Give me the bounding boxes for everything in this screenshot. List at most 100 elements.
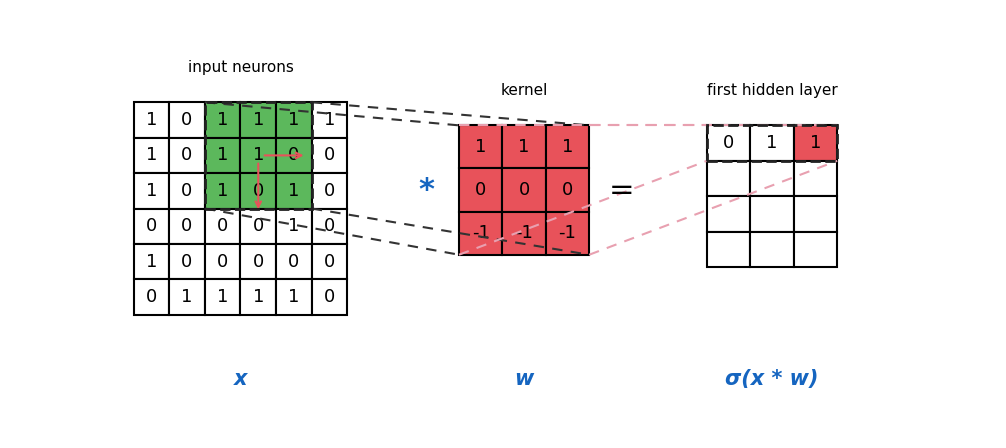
Text: 0: 0 bbox=[324, 288, 335, 306]
Bar bbox=[240, 102, 276, 138]
Bar bbox=[134, 102, 169, 138]
Text: 1: 1 bbox=[475, 138, 486, 156]
Text: 0: 0 bbox=[181, 146, 192, 164]
Text: 0: 0 bbox=[146, 288, 157, 306]
Text: 1: 1 bbox=[146, 253, 157, 271]
Text: -1: -1 bbox=[472, 224, 490, 242]
Text: 1: 1 bbox=[324, 111, 335, 129]
Text: 0: 0 bbox=[181, 253, 192, 271]
Text: 1: 1 bbox=[289, 217, 300, 235]
Text: 0: 0 bbox=[289, 253, 300, 271]
Text: -1: -1 bbox=[515, 224, 533, 242]
Bar bbox=[707, 196, 750, 232]
Bar bbox=[240, 138, 276, 173]
Bar bbox=[205, 280, 240, 315]
Text: x: x bbox=[233, 370, 247, 389]
Bar bbox=[205, 208, 240, 244]
Text: 1: 1 bbox=[217, 182, 228, 200]
Bar bbox=[240, 173, 276, 208]
Bar bbox=[794, 232, 837, 267]
Bar bbox=[134, 280, 169, 315]
Text: 1: 1 bbox=[253, 146, 264, 164]
Text: 1: 1 bbox=[146, 146, 157, 164]
Text: 1: 1 bbox=[289, 111, 300, 129]
Text: 1: 1 bbox=[561, 138, 573, 156]
Bar bbox=[205, 102, 312, 208]
Text: 1: 1 bbox=[217, 111, 228, 129]
Bar bbox=[502, 168, 546, 211]
Bar bbox=[750, 161, 794, 196]
Text: w: w bbox=[514, 370, 534, 389]
Text: =: = bbox=[609, 176, 635, 205]
Text: -1: -1 bbox=[558, 224, 576, 242]
Bar bbox=[205, 102, 240, 138]
Bar bbox=[312, 102, 347, 138]
Bar bbox=[750, 232, 794, 267]
Text: 0: 0 bbox=[324, 253, 335, 271]
Text: kernel: kernel bbox=[500, 83, 548, 99]
Bar bbox=[794, 161, 837, 196]
Bar bbox=[794, 196, 837, 232]
Bar bbox=[240, 244, 276, 280]
Text: 0: 0 bbox=[324, 182, 335, 200]
Text: first hidden layer: first hidden layer bbox=[707, 83, 837, 99]
Text: 0: 0 bbox=[146, 217, 157, 235]
Text: 1: 1 bbox=[253, 288, 264, 306]
Bar bbox=[240, 208, 276, 244]
Text: 0: 0 bbox=[562, 181, 573, 199]
Text: 0: 0 bbox=[518, 181, 530, 199]
Text: 0: 0 bbox=[253, 182, 264, 200]
Bar bbox=[459, 125, 502, 168]
Text: σ(x * w): σ(x * w) bbox=[725, 370, 819, 389]
Bar bbox=[134, 244, 169, 280]
Bar bbox=[134, 208, 169, 244]
Bar bbox=[205, 138, 240, 173]
Bar bbox=[169, 173, 205, 208]
Text: 0: 0 bbox=[324, 217, 335, 235]
Text: 0: 0 bbox=[217, 253, 228, 271]
Text: 1: 1 bbox=[518, 138, 530, 156]
Text: 0: 0 bbox=[324, 146, 335, 164]
Bar bbox=[276, 208, 312, 244]
Text: 0: 0 bbox=[181, 111, 192, 129]
Text: 1: 1 bbox=[289, 182, 300, 200]
Text: 0: 0 bbox=[253, 253, 264, 271]
Bar bbox=[707, 232, 750, 267]
Bar bbox=[312, 173, 347, 208]
Text: 1: 1 bbox=[810, 134, 821, 152]
Bar bbox=[312, 280, 347, 315]
Bar bbox=[794, 125, 837, 161]
Bar bbox=[205, 173, 240, 208]
Bar bbox=[312, 138, 347, 173]
Text: 0: 0 bbox=[289, 146, 300, 164]
Text: 0: 0 bbox=[181, 182, 192, 200]
Bar bbox=[276, 244, 312, 280]
Text: 1: 1 bbox=[253, 111, 264, 129]
Text: 0: 0 bbox=[723, 134, 734, 152]
Bar bbox=[707, 125, 837, 161]
Text: 0: 0 bbox=[217, 217, 228, 235]
Text: *: * bbox=[418, 176, 435, 205]
Bar bbox=[459, 168, 502, 211]
Text: 0: 0 bbox=[475, 181, 486, 199]
Text: 1: 1 bbox=[767, 134, 778, 152]
Text: 1: 1 bbox=[217, 146, 228, 164]
Text: 1: 1 bbox=[146, 111, 157, 129]
Bar bbox=[502, 125, 546, 168]
Bar bbox=[205, 244, 240, 280]
Bar bbox=[459, 211, 502, 255]
Bar bbox=[546, 125, 590, 168]
Bar bbox=[276, 173, 312, 208]
Bar bbox=[546, 168, 590, 211]
Bar bbox=[134, 173, 169, 208]
Bar bbox=[276, 138, 312, 173]
Bar bbox=[707, 125, 750, 161]
Bar bbox=[169, 102, 205, 138]
Bar bbox=[276, 280, 312, 315]
Bar bbox=[134, 138, 169, 173]
Text: 1: 1 bbox=[217, 288, 228, 306]
Text: 0: 0 bbox=[253, 217, 264, 235]
Bar bbox=[169, 244, 205, 280]
Bar bbox=[240, 280, 276, 315]
Bar bbox=[750, 125, 794, 161]
